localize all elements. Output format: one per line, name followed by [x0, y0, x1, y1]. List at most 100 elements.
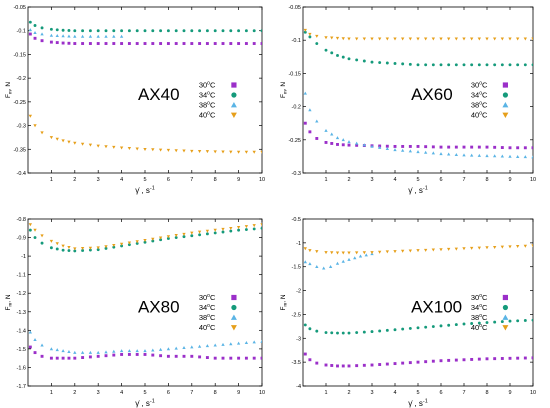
legend-label-unit: C	[482, 111, 488, 120]
data-point-30C	[341, 143, 345, 147]
data-point-38C	[112, 349, 116, 353]
data-point-40C	[33, 124, 37, 128]
data-point-40C	[143, 239, 147, 243]
data-point-30C	[462, 358, 466, 362]
data-point-30C	[112, 42, 116, 45]
data-point-30C	[182, 354, 186, 358]
data-point-34C	[408, 326, 412, 330]
data-point-34C	[315, 329, 319, 333]
y-tick-label: -2	[296, 289, 301, 295]
x-tick-label: 10	[259, 390, 265, 396]
data-point-30C	[88, 42, 92, 45]
data-point-34C	[431, 63, 435, 67]
data-point-40C	[393, 37, 397, 41]
data-point-34C	[500, 63, 504, 67]
data-point-34C	[120, 244, 124, 248]
legend-label: 30oC	[199, 81, 216, 90]
data-layer	[28, 20, 262, 154]
legend-label: 40oC	[199, 111, 216, 120]
legend-marker-40C	[502, 112, 509, 119]
y-tick-label: -0.05	[13, 5, 26, 11]
legend-label-value: 30	[471, 81, 479, 90]
data-point-34C	[341, 55, 345, 59]
data-point-40C	[213, 228, 217, 232]
x-axis-title-text: γ̇ , s	[408, 186, 423, 195]
data-point-34C	[470, 63, 474, 67]
data-point-30C	[308, 358, 312, 362]
data-point-34C	[393, 61, 397, 65]
data-point-40C	[454, 247, 459, 251]
data-point-30C	[33, 36, 37, 40]
y-axis-title-sub: m	[283, 90, 288, 94]
data-point-30C	[508, 356, 512, 360]
x-tick-label: 5	[143, 177, 146, 183]
data-point-40C	[324, 251, 328, 255]
data-point-40C	[500, 37, 505, 41]
data-point-34C	[531, 318, 533, 322]
data-point-34C	[370, 330, 374, 334]
legend-label-value: 38	[199, 313, 207, 322]
y-tick-label: -0.1	[17, 29, 26, 35]
data-point-40C	[104, 145, 108, 149]
x-tick-label: 2	[347, 177, 350, 183]
legend-label: 34oC	[199, 91, 216, 100]
x-tick-label: 10	[530, 177, 536, 183]
data-point-30C	[315, 137, 319, 140]
series-30C	[28, 32, 262, 45]
legend-label: 40oC	[471, 323, 488, 332]
data-layer	[303, 28, 533, 159]
data-point-40C	[362, 37, 367, 41]
legend-label-unit: C	[210, 111, 216, 120]
data-point-30C	[213, 42, 217, 45]
data-point-40C	[446, 247, 451, 251]
x-axis-title-sup: -1	[150, 186, 155, 192]
data-point-38C	[308, 108, 312, 112]
data-point-34C	[67, 29, 71, 32]
series-34C	[28, 20, 262, 33]
series-40C	[28, 114, 262, 154]
data-point-38C	[119, 349, 124, 353]
legend-label-sup: o	[479, 303, 482, 309]
data-point-30C	[205, 356, 209, 359]
data-point-30C	[500, 357, 504, 360]
data-point-40C	[49, 136, 54, 140]
legend-marker-30C	[502, 294, 508, 301]
data-point-40C	[330, 36, 334, 40]
legend-label-unit: C	[210, 101, 216, 110]
data-point-30C	[182, 42, 186, 45]
data-point-40C	[315, 34, 319, 38]
data-point-40C	[166, 235, 171, 239]
data-point-30C	[454, 358, 458, 362]
data-point-34C	[190, 234, 194, 238]
data-point-34C	[159, 238, 163, 242]
legend-marker-34C	[502, 92, 508, 98]
data-point-30C	[330, 364, 334, 367]
data-point-38C	[182, 345, 186, 349]
data-point-38C	[49, 33, 54, 37]
y-axis-title-unit: , N	[5, 82, 12, 91]
data-point-34C	[40, 241, 44, 245]
data-point-38C	[28, 330, 33, 334]
data-point-34C	[385, 61, 389, 65]
data-point-38C	[49, 347, 54, 351]
data-point-38C	[33, 30, 37, 34]
data-point-40C	[174, 149, 178, 153]
data-point-30C	[237, 42, 241, 45]
data-point-40C	[531, 244, 533, 248]
x-tick-label: 8	[485, 177, 488, 183]
y-tick-label: -0.25	[13, 100, 26, 106]
data-point-40C	[182, 232, 186, 236]
data-point-30C	[336, 364, 339, 368]
chart-panel-ax80: 1 2 3 4 5 6 7 8 9 10-1.7-1.6-1.5-1.4-1.3-1.2-1.1-…	[5, 217, 265, 408]
data-point-30C	[408, 144, 412, 148]
data-point-30C	[516, 356, 520, 360]
data-point-40C	[205, 150, 210, 154]
data-point-34C	[401, 62, 405, 66]
data-point-30C	[244, 42, 248, 45]
data-point-34C	[341, 331, 345, 335]
series-34C	[303, 30, 533, 67]
data-point-30C	[431, 359, 435, 363]
data-point-30C	[378, 363, 382, 366]
legend-label-sup: o	[479, 81, 482, 87]
data-point-40C	[362, 251, 367, 255]
